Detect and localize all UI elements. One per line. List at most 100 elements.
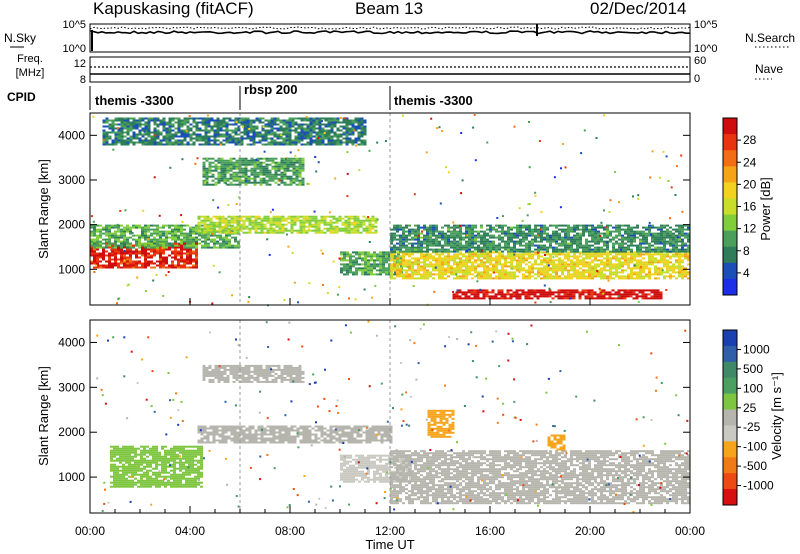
power-cell-1 (177, 226, 180, 229)
power-cell-6 (666, 228, 669, 231)
power-cell-0 (183, 262, 186, 265)
power-cell-3 (211, 183, 215, 186)
power-cell-5 (669, 267, 672, 270)
power-cell-6 (639, 246, 642, 249)
power-cell-4 (343, 265, 346, 268)
power-cell-6 (573, 228, 576, 231)
power-cell-4 (364, 267, 367, 270)
power-cell-2 (284, 217, 288, 220)
power-cell-7 (608, 291, 612, 294)
power-cell-6 (399, 226, 402, 229)
power-cell-5 (513, 273, 516, 276)
power-cell-6 (612, 246, 615, 249)
power-cell-1 (108, 236, 111, 239)
power-cell-3 (253, 169, 257, 172)
power-cell-6 (453, 224, 456, 227)
power-cell-8 (141, 117, 145, 120)
power-cell-6 (552, 240, 555, 243)
power-cell-6 (636, 230, 639, 233)
power-cell-6 (468, 238, 471, 241)
power-cell-8 (168, 141, 172, 144)
power-cell-4 (388, 255, 391, 258)
power-cell-8 (234, 137, 238, 140)
power-cell-7 (605, 293, 609, 296)
power-cell-6 (615, 228, 618, 231)
power-cell-4 (361, 253, 364, 256)
power-cell-3 (253, 165, 257, 168)
power-cell-8 (138, 125, 142, 128)
power-cell-5 (642, 269, 645, 272)
power-cell-4 (385, 251, 388, 254)
power-cell-6 (420, 240, 423, 243)
power-cell-8 (141, 139, 145, 142)
power-cell-6 (420, 236, 423, 239)
power-cell-2 (302, 223, 306, 226)
power-cell-6 (666, 240, 669, 243)
power-cell-1 (96, 238, 99, 241)
power-cell-6 (402, 234, 405, 237)
power-cell-1 (225, 240, 228, 243)
power-cell-6 (444, 238, 447, 241)
power-cell-6 (621, 240, 624, 243)
power-cell-6 (630, 234, 633, 237)
power-cell-5 (441, 261, 444, 264)
power-cell-6 (399, 240, 402, 243)
power-cell-6 (477, 246, 480, 249)
power-cell-2 (236, 217, 240, 220)
power-cell-5 (570, 263, 573, 266)
power-cell-3 (250, 161, 254, 164)
power-cell-0 (186, 266, 189, 269)
power-cell-8 (153, 141, 157, 144)
power-cell-6 (411, 236, 414, 239)
power-cell-7 (635, 295, 639, 298)
power-cell-5 (420, 253, 423, 256)
power-cell-3 (289, 179, 293, 182)
power-cell-8 (291, 119, 295, 122)
power-cell-2 (350, 215, 354, 218)
power-cell-6 (522, 230, 525, 233)
power-cell-4 (382, 263, 385, 266)
power-cell-6 (540, 240, 543, 243)
power-cell-8 (216, 119, 220, 122)
power-cell-1 (216, 242, 219, 245)
power-cell-1 (105, 230, 108, 233)
power-cell-2 (308, 225, 312, 228)
power-cell-8 (159, 121, 163, 124)
power-cell-5 (573, 273, 576, 276)
power-cell-3 (232, 175, 236, 178)
power-cell-5 (594, 275, 597, 278)
power-cell-6 (588, 224, 591, 227)
power-cell-8 (180, 129, 184, 132)
power-cell-5 (420, 257, 423, 260)
power-cell-5 (390, 263, 393, 266)
power-cell-5 (672, 275, 675, 278)
power-cell-1 (162, 242, 165, 245)
power-cell-0 (153, 252, 156, 255)
power-cell-2 (302, 229, 306, 232)
power-cell-1 (105, 238, 108, 241)
power-cell-8 (120, 123, 124, 126)
power-cell-1 (186, 224, 189, 227)
power-cell-5 (687, 277, 690, 280)
power-cell-7 (632, 297, 636, 300)
power-cell-6 (597, 232, 600, 235)
power-cell-8 (276, 117, 280, 120)
power-cell-2 (200, 221, 204, 224)
power-cell-7 (467, 297, 471, 300)
power-cell-2 (254, 221, 258, 224)
power-cell-6 (585, 246, 588, 249)
power-cell-5 (543, 267, 546, 270)
power-cell-4 (385, 267, 388, 270)
power-cell-3 (202, 157, 206, 160)
power-cell-5 (471, 273, 474, 276)
power-cell-8 (180, 143, 184, 146)
power-cell-6 (414, 234, 417, 237)
power-cell-5 (504, 273, 507, 276)
power-cell-8 (153, 131, 157, 134)
power-cell-5 (420, 273, 423, 276)
power-cell-3 (247, 161, 251, 164)
power-cell-4 (349, 259, 352, 262)
power-cell-3 (295, 165, 299, 168)
power-cell-5 (648, 273, 651, 276)
power-cell-6 (666, 234, 669, 237)
